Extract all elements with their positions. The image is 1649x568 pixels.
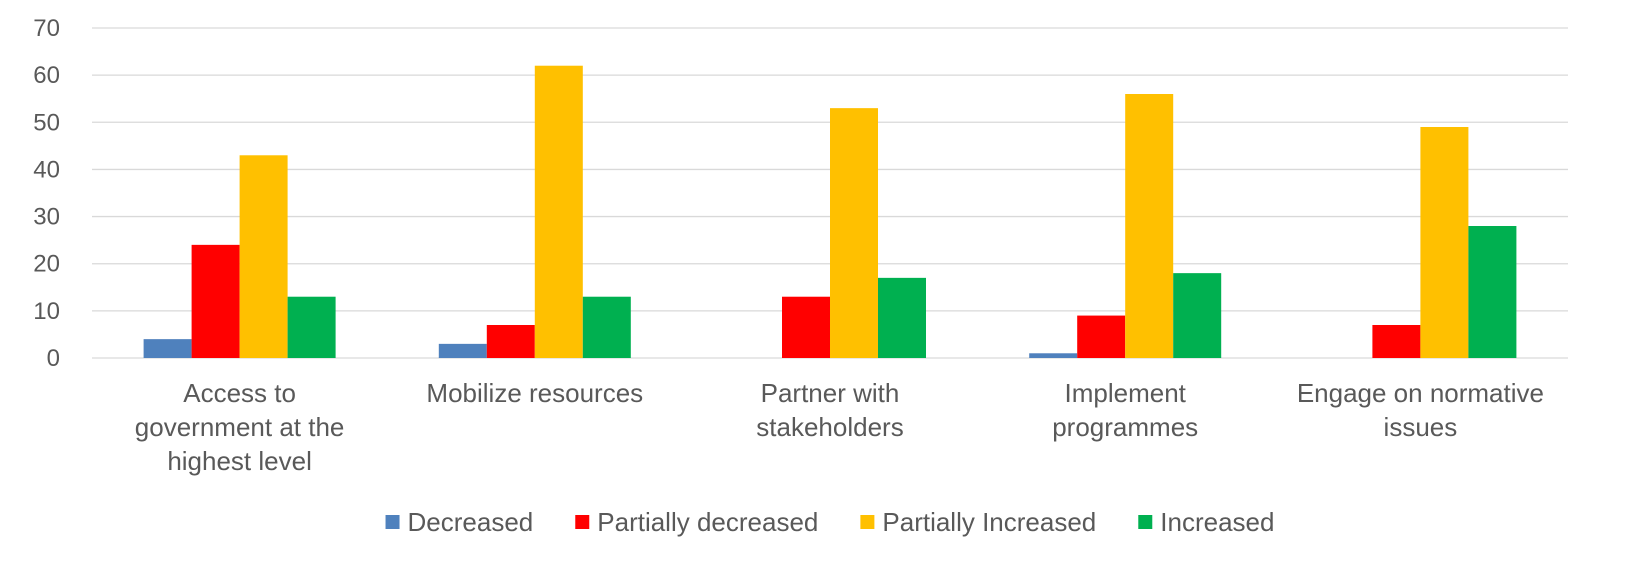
legend-swatch <box>860 515 875 529</box>
legend-label: Partially decreased <box>597 507 818 537</box>
y-tick-label: 30 <box>33 204 60 231</box>
x-category-label: issues <box>1384 412 1458 442</box>
legend-item: Partially decreased <box>575 507 818 537</box>
x-category-label: Access to <box>183 378 296 408</box>
legend-label: Partially Increased <box>882 507 1096 537</box>
bar-increased <box>287 296 336 358</box>
y-tick-label: 70 <box>33 15 60 42</box>
y-tick-label: 50 <box>33 109 60 136</box>
bar-partially-decreased <box>1372 325 1421 358</box>
bar-increased <box>1468 226 1517 358</box>
y-tick-label: 20 <box>33 251 60 278</box>
bar-partially-decreased <box>1077 315 1126 358</box>
bar-partially-decreased <box>191 244 240 358</box>
legend-item: Decreased <box>385 507 534 537</box>
legend-swatch <box>575 515 590 529</box>
bar-partially-increased <box>1420 127 1469 358</box>
bars <box>143 65 1517 359</box>
y-tick-label: 60 <box>33 62 60 89</box>
bar-increased <box>582 296 631 358</box>
y-axis-ticks: 0 10 20 30 40 50 60 70 <box>33 15 60 372</box>
bar-partially-increased <box>534 65 583 358</box>
bar-partially-decreased <box>782 296 830 358</box>
legend-label: Decreased <box>408 507 534 537</box>
x-category-label: Mobilize resources <box>426 378 643 408</box>
legend: Decreased Partially decreased Partially In… <box>385 507 1274 537</box>
legend-swatch <box>385 515 400 529</box>
bar-partially-increased <box>1125 94 1174 358</box>
bar-decreased <box>438 343 487 358</box>
x-category-label: stakeholders <box>756 412 903 442</box>
legend-label: Increased <box>1160 507 1274 537</box>
y-tick-label: 0 <box>47 345 60 372</box>
y-tick-label: 10 <box>33 298 60 325</box>
bar-increased <box>878 277 926 358</box>
legend-item: Partially Increased <box>860 507 1096 537</box>
bar-partially-increased <box>830 108 878 359</box>
legend-item: Increased <box>1138 507 1274 537</box>
y-tick-label: 40 <box>33 156 60 183</box>
bar-decreased <box>143 339 192 358</box>
bar-partially-decreased <box>486 325 535 358</box>
x-axis-labels: Access to government at the highest level M… <box>135 378 1544 476</box>
x-category-label: government at the <box>135 412 345 442</box>
x-category-label: highest level <box>167 446 312 476</box>
bar-partially-increased <box>239 155 288 358</box>
bar-increased <box>1173 273 1222 358</box>
bar-decreased <box>1029 353 1078 358</box>
x-category-label: Engage on normative <box>1297 378 1544 408</box>
x-category-label: Implement <box>1065 378 1187 408</box>
x-category-label: Partner with <box>761 378 900 408</box>
legend-swatch <box>1138 515 1153 529</box>
x-category-label: programmes <box>1052 412 1198 442</box>
